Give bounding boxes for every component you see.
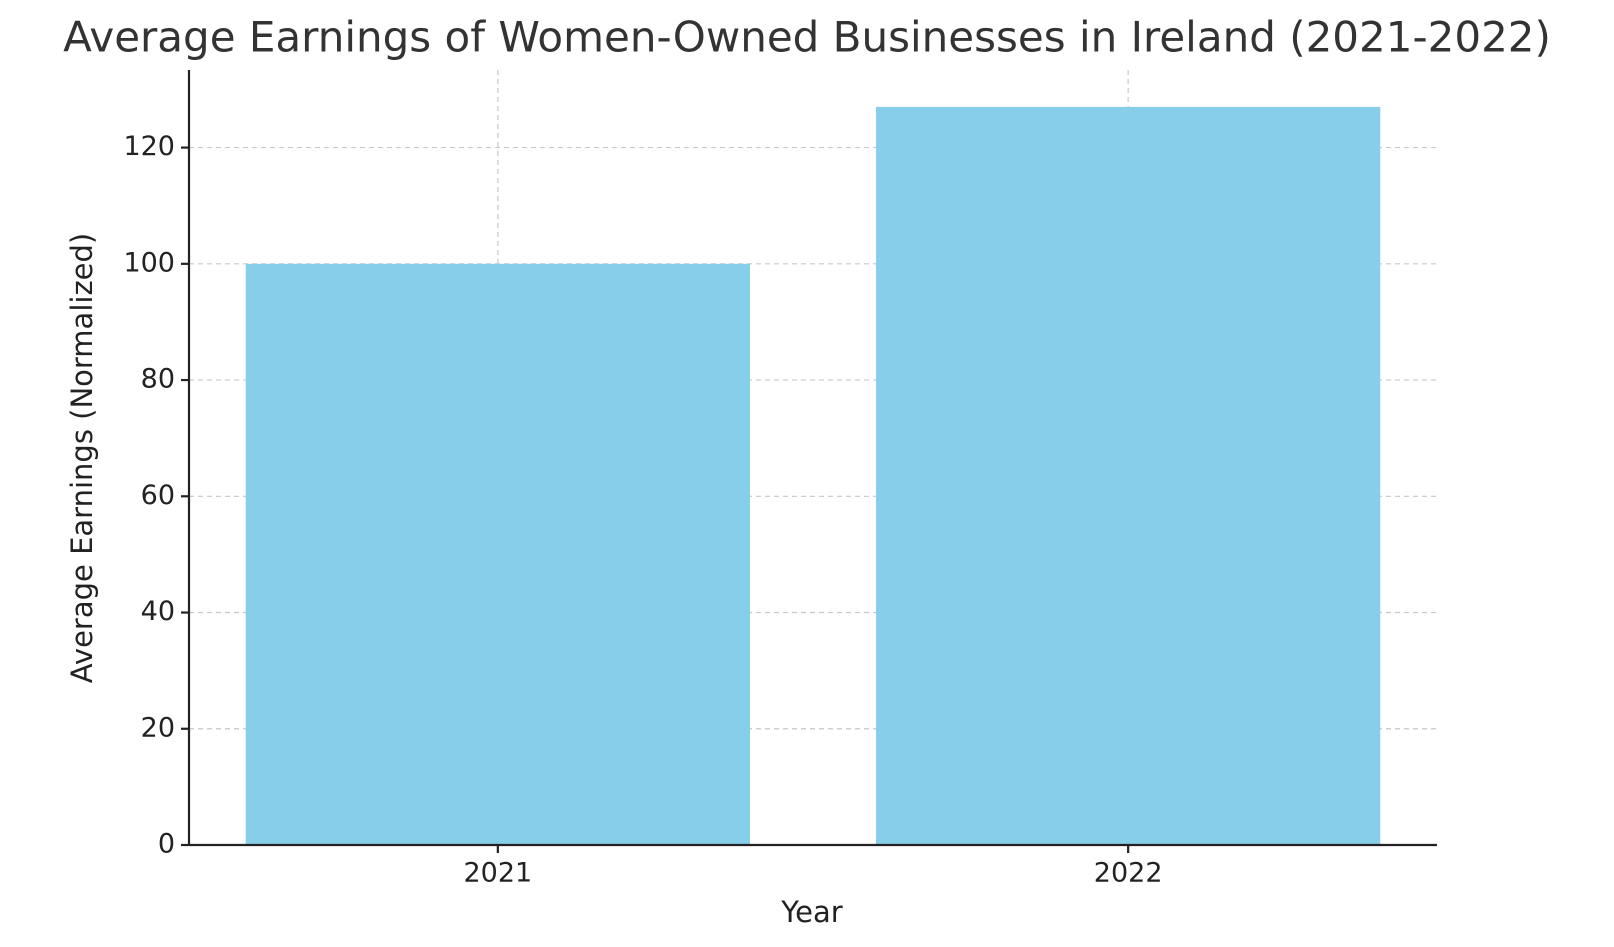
y-tick-label: 40 xyxy=(141,596,175,627)
y-tick-label: 80 xyxy=(141,364,175,395)
x-tick-label: 2021 xyxy=(463,858,532,889)
x-axis-label: Year xyxy=(780,895,842,929)
y-tick-label: 100 xyxy=(123,247,175,278)
y-tick-label: 60 xyxy=(141,480,175,511)
y-tick-label: 0 xyxy=(158,829,175,860)
y-tick-label: 20 xyxy=(141,712,175,743)
bar xyxy=(245,263,750,846)
y-tick-label: 120 xyxy=(123,131,175,162)
bar xyxy=(876,106,1381,845)
x-tick-label: 2022 xyxy=(1094,858,1163,889)
y-axis-label: Average Earnings (Normalized) xyxy=(65,233,99,683)
chart-title: Average Earnings of Women-Owned Business… xyxy=(63,13,1551,62)
